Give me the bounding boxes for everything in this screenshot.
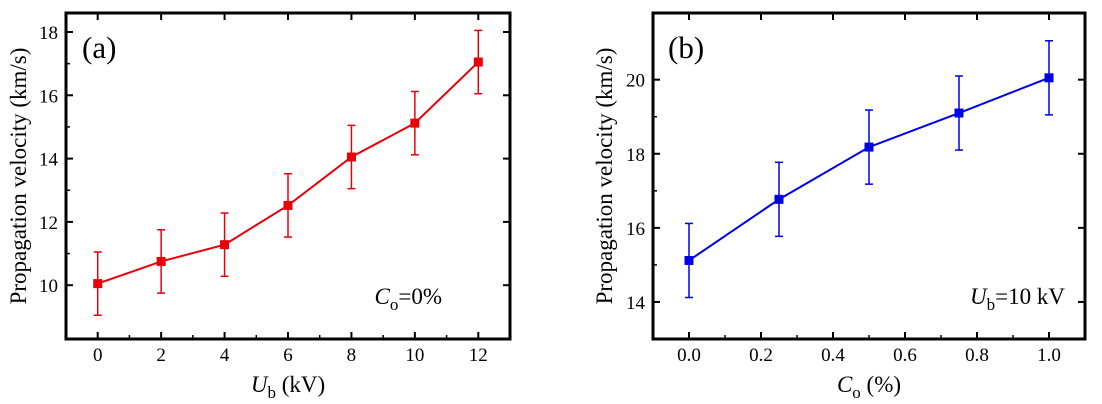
data-point: [864, 142, 874, 152]
x-axis-title: Co (%): [837, 372, 901, 402]
condition-annotation: Co=0%: [375, 284, 442, 314]
data-point: [410, 118, 420, 128]
x-tick-label: 1.0: [1037, 345, 1061, 366]
y-tick-label: 16: [626, 219, 645, 240]
x-tick-label: 6: [283, 345, 293, 366]
data-point: [93, 279, 103, 289]
x-tick-label: 8: [347, 345, 357, 366]
data-point: [346, 152, 356, 162]
y-axis-title: Propagation velocity (km/s): [592, 48, 617, 305]
x-tick-label: 2: [156, 345, 166, 366]
data-point: [473, 57, 483, 67]
condition-annotation-var: U: [970, 284, 988, 309]
panel-label: (a): [82, 30, 116, 65]
data-point: [684, 255, 694, 265]
x-tick-label: 0.4: [821, 345, 845, 366]
x-axis-title-sub: b: [267, 383, 276, 402]
series-line: [97, 61, 479, 285]
data-point: [156, 256, 166, 266]
chart-panel-b: 0.0 0.2 0.4 0.6 0.8 1.0 14 16 18 20 (b) Ub=10 kV Co …: [592, 11, 1087, 402]
x-tick-label: 0.8: [965, 345, 989, 366]
y-tick-label: 18: [626, 145, 645, 166]
condition-annotation-rest: =10 kV: [995, 284, 1065, 309]
y-tick-label: 14: [39, 150, 59, 171]
condition-annotation-rest: =0%: [398, 284, 442, 309]
condition-annotation-sub: b: [987, 295, 996, 314]
x-tick-label: 0.2: [749, 345, 773, 366]
condition-annotation: Ub=10 kV: [970, 284, 1065, 314]
x-tick-label: 12: [469, 345, 488, 366]
data-point: [774, 194, 784, 204]
data-point: [1044, 73, 1054, 83]
data-point: [283, 200, 293, 210]
data-point: [220, 240, 230, 250]
x-tick-label: 4: [220, 345, 230, 366]
y-tick-label: 10: [39, 276, 58, 297]
x-tick-label: 0.0: [677, 345, 701, 366]
x-axis-title-var: U: [251, 372, 269, 397]
data-point: [954, 108, 964, 118]
y-tick-label: 14: [626, 293, 646, 314]
y-tick-label: 12: [39, 213, 58, 234]
chart-panel-a: 0 2 4 6 8 10 12 10 12 14 16 18 (a) Co=0% Ub (kV) Propag…: [6, 11, 512, 402]
y-tick-label: 20: [626, 71, 645, 92]
panel-label: (b): [668, 30, 704, 65]
x-tick-label: 10: [405, 345, 424, 366]
x-axis-title-rest: (kV): [276, 372, 325, 397]
condition-annotation-var: C: [375, 284, 391, 309]
x-axis-title: Ub (kV): [251, 372, 325, 402]
y-tick-label: 16: [39, 86, 58, 107]
x-axis-title-var: C: [837, 372, 853, 397]
condition-annotation-sub: o: [390, 295, 399, 314]
y-axis-title: Propagation velocity (km/s): [6, 48, 31, 305]
x-axis-title-sub: o: [852, 383, 861, 402]
y-tick-label: 18: [39, 23, 58, 44]
x-tick-label: 0: [93, 345, 103, 366]
x-axis-title-rest: (%): [861, 372, 901, 397]
x-tick-label: 0.6: [893, 345, 917, 366]
